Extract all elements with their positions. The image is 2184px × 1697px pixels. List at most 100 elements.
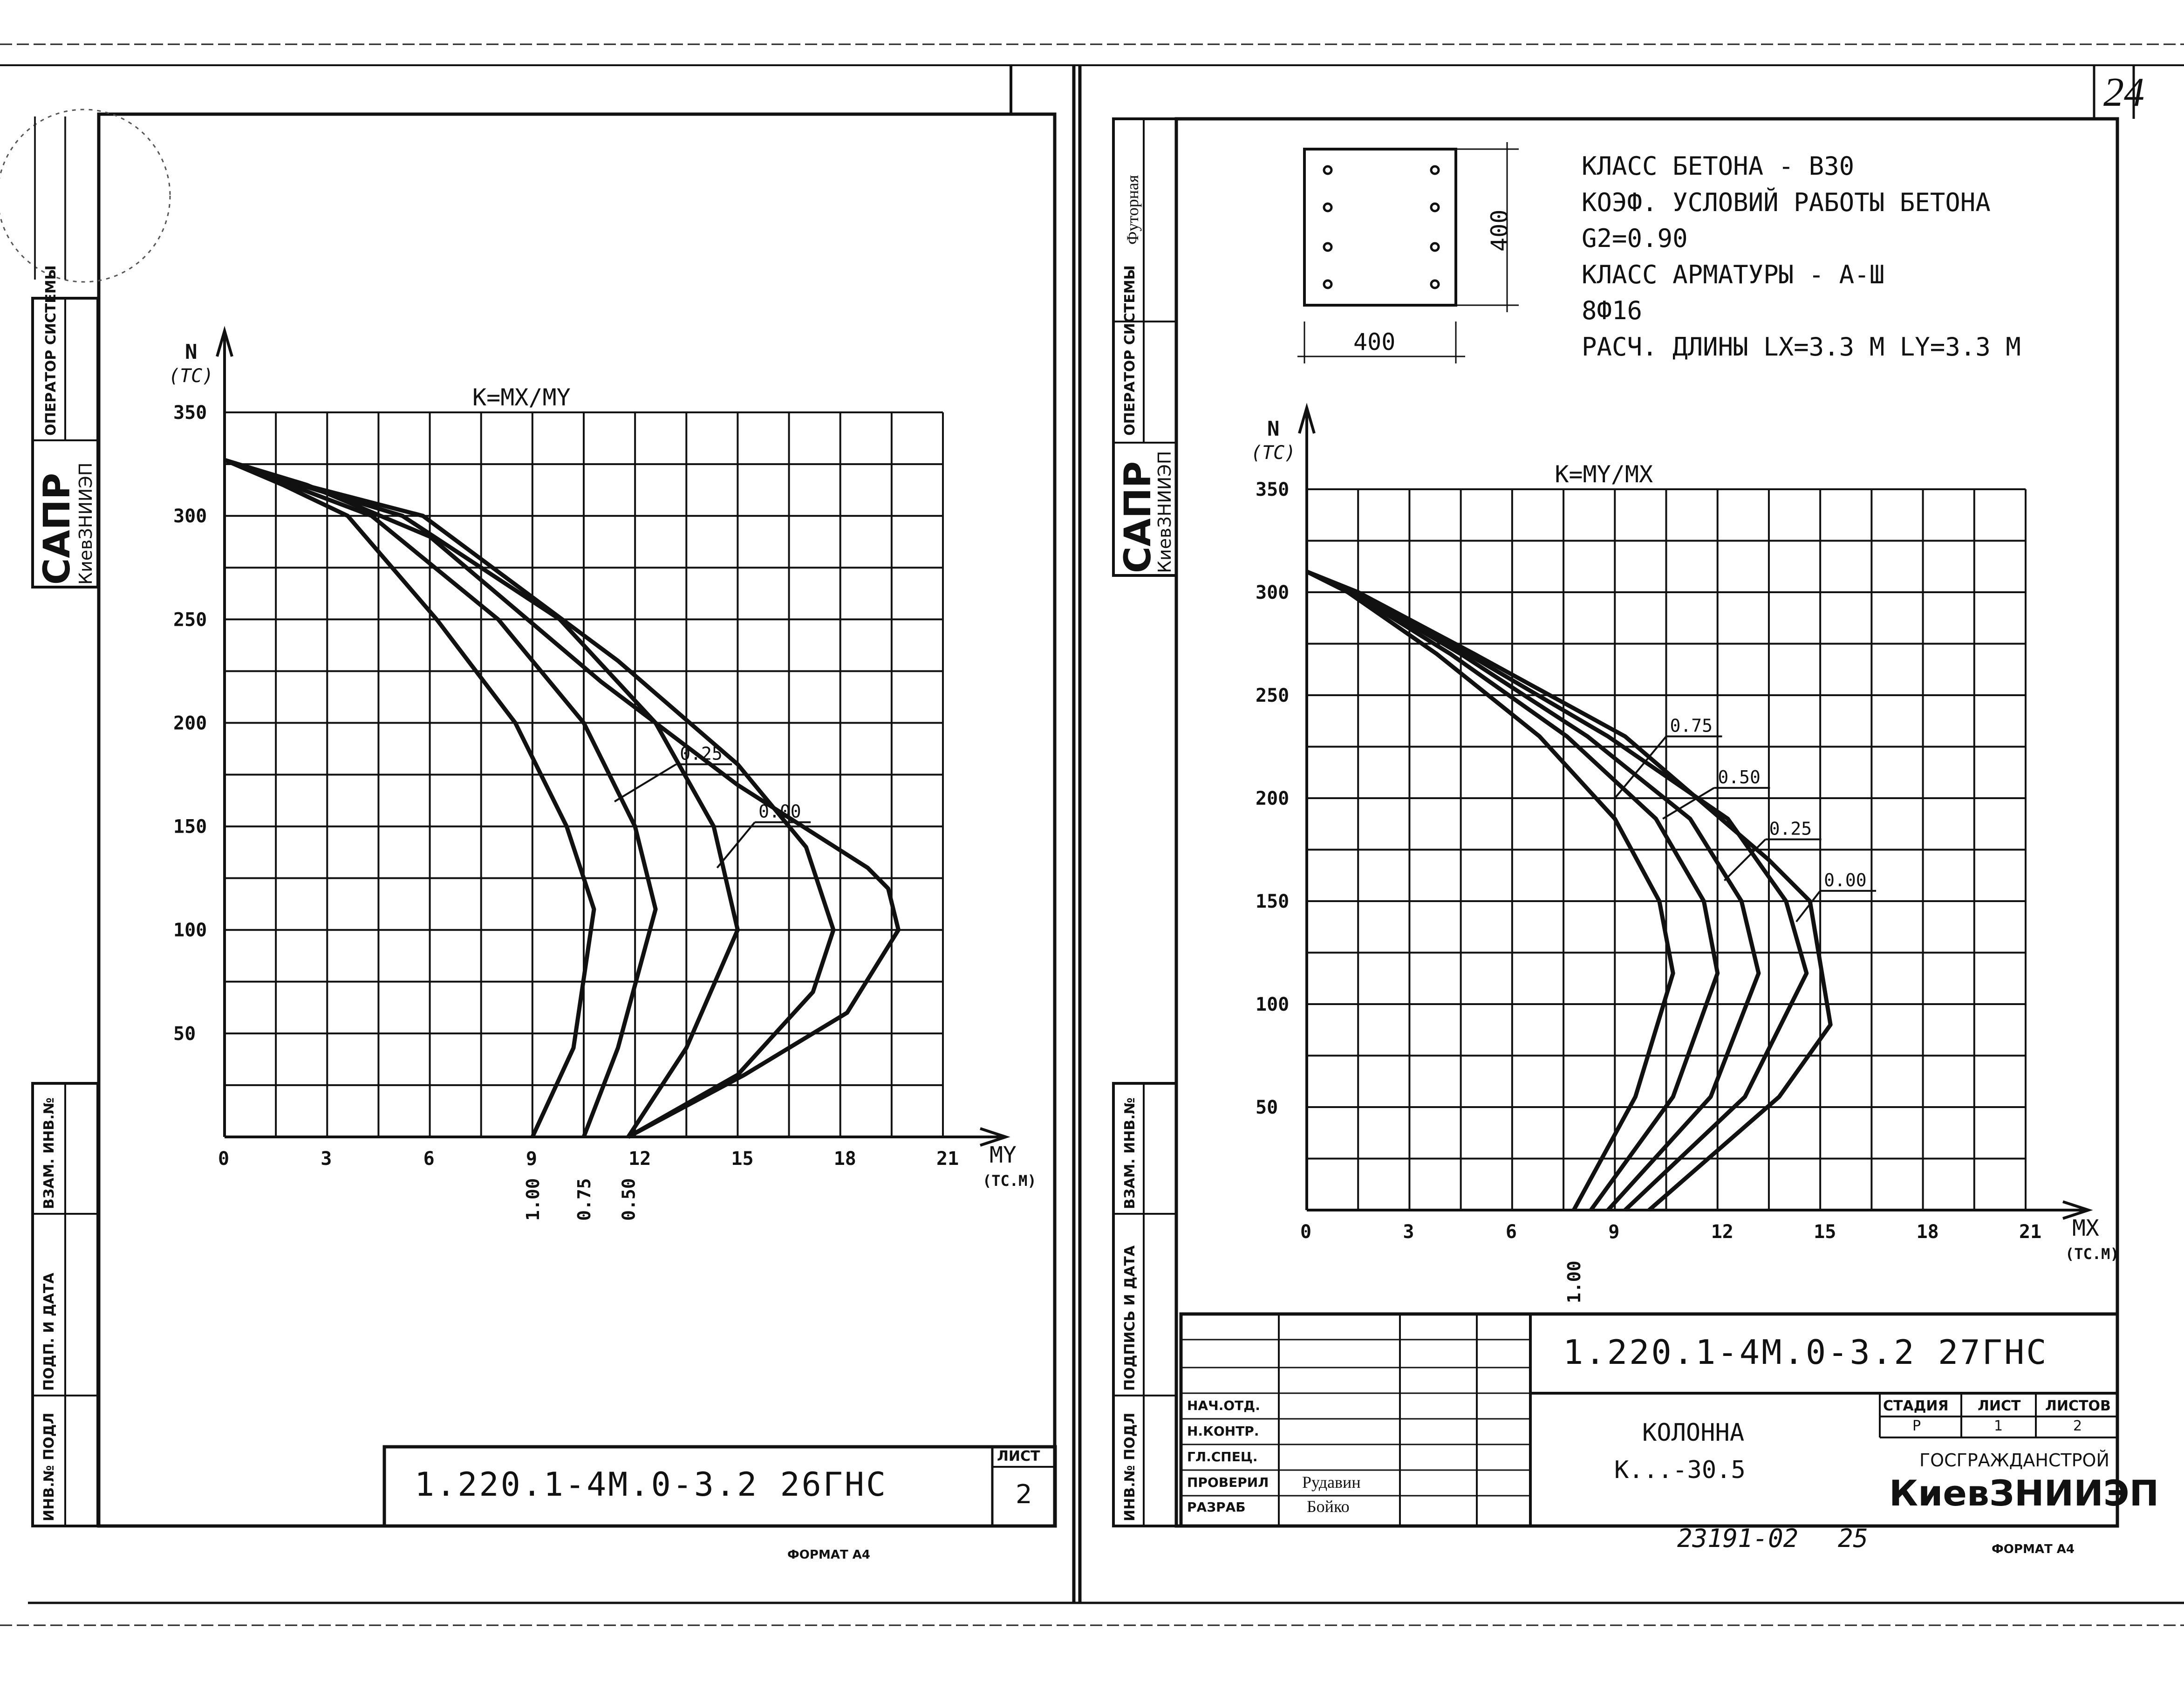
x-tick-label: 6 [1506,1221,1517,1243]
stamp-org-left: КиевЗНИИЭП [75,462,96,585]
annotation-leader [1723,838,1766,882]
archive-page: 25 [1838,1524,1869,1553]
x-tick-label: 3 [1403,1221,1414,1243]
spec-line-3: G2=0.90 [1582,224,1688,253]
y-axis-label: N [185,340,198,364]
series-line-0-25 [1306,569,1809,1212]
side-futornaya: Футорная [1123,175,1142,245]
tb-row-4: ПРОВЕРИЛ [1187,1475,1269,1490]
annotation-leader [1614,736,1667,799]
tb-row-5: РАЗРАБ [1187,1499,1246,1515]
x-tick-label: 18 [1917,1221,1939,1243]
tb-sheets-value: 2 [2073,1418,2082,1434]
series-line-1-00 [1305,569,1675,1211]
list-value-left: 2 [1016,1479,1032,1510]
section-width: 400 [1353,328,1396,356]
tb-name-author: Бойко [1307,1497,1350,1516]
annotation-label: 0.75 [1670,715,1713,736]
series-axis-label: 0.50 [618,1178,639,1221]
spec-line-1: КЛАСС БЕТОНА - В30 [1582,151,1855,181]
y-tick-label: 100 [173,920,207,941]
tb-sheet-value: 1 [1994,1418,2003,1434]
stamp-sapr-left: САПР [36,472,78,585]
side-operator-left: ОПЕРАТОР СИСТЕМЫ [43,265,59,436]
x-tick-label: 12 [628,1148,651,1170]
side-operator-right: ОПЕРАТОР СИСТЕМЫ [1122,265,1138,436]
y-axis-arrow [1298,403,1316,434]
series-line-0-75 [224,458,658,1138]
x-tick-label: 12 [1711,1221,1734,1243]
y-tick-label: 250 [173,609,207,630]
stamp-org-right: КиевЗНИИЭП [1154,451,1175,573]
doc-code-left: 1.220.1-4М.0-3.2 26ГНС [415,1465,888,1504]
y-axis-unit: (TC) [1251,442,1296,464]
y-axis-label: N [1267,417,1280,441]
spec-line-5: 8Ф16 [1582,296,1643,325]
doc-code-right: 1.220.1-4М.0-3.2 27ГНС [1563,1333,2048,1372]
y-tick-label: 150 [1256,891,1289,912]
x-axis-unit: (TC.M) [983,1172,1037,1190]
chart-title: K=MY/MX [1555,461,1653,488]
series-line-0-75 [1306,569,1720,1211]
spec-line-4: КЛАСС АРМАТУРЫ - А-Ш [1582,260,1885,289]
x-axis-arrow [980,1127,1010,1147]
page-number: 24 [2103,70,2144,115]
tb-sheet-label: ЛИСТ [1978,1398,2021,1414]
y-tick-label: 50 [173,1023,196,1045]
annotation-leader [614,763,677,802]
annotation-leader [1795,890,1821,923]
section-height: 400 [1486,209,1513,252]
x-tick-label: 6 [423,1148,435,1170]
annotation-label: 0.00 [1824,870,1867,890]
tb-item-name: КОЛОННА [1642,1419,1745,1447]
annotation-label: 0.25 [680,743,723,764]
side-inv-podl-left: ИНВ.№ ПОДЛ [41,1412,57,1521]
side-podpis-right: ПОДПИСЬ И ДАТА [1122,1245,1138,1391]
x-tick-label: 15 [1814,1221,1836,1243]
x-axis-arrow [2062,1200,2093,1220]
side-inv-vzam-left: ВЗАМ. ИНВ.№ [41,1097,57,1209]
y-axis-arrow [216,326,233,357]
tb-row-3: ГЛ.СПЕЦ. [1187,1449,1258,1464]
y-axis-unit: (TC) [169,365,213,387]
x-axis-label: MX [2072,1215,2099,1241]
x-tick-label: 18 [834,1148,856,1170]
x-tick-label: 21 [2019,1221,2041,1243]
series-line-0-50 [1306,569,1761,1212]
tb-row-1: НАЧ.ОТД. [1187,1398,1260,1413]
annotation-label: 0.50 [1718,767,1761,787]
annotation-leader [1662,787,1715,820]
chart-title: K=MX/MY [472,384,571,411]
spec-line-2: КОЭФ. УСЛОВИЙ РАБОТЫ БЕТОНА [1582,188,1991,217]
format-right: ФОРМАТ А4 [1992,1542,2075,1556]
side-vzam-right: ВЗАМ. ИНВ.№ [1122,1097,1138,1209]
tb-org2: КиевЗНИИЭП [1889,1472,2159,1514]
spec-line-6: РАСЧ. ДЛИНЫ LX=3.3 М LY=3.3 М [1582,332,2021,362]
tb-row-2: Н.КОНТР. [1187,1423,1259,1439]
x-tick-label: 0 [218,1148,229,1170]
x-tick-label: 3 [321,1148,332,1170]
y-tick-label: 250 [1256,685,1289,706]
x-tick-label: 21 [936,1148,959,1170]
series-line-1-00 [224,458,596,1138]
y-tick-label: 50 [1256,1097,1278,1118]
y-tick-label: 150 [173,816,207,838]
list-label-left: ЛИСТ [997,1448,1040,1464]
format-left: ФОРМАТ А4 [787,1548,870,1562]
side-inv-podl-right: ИНВ.№ ПОДЛ [1122,1412,1138,1521]
tb-name-checker: Рудавин [1302,1473,1361,1492]
annotation-label: 0.25 [1769,818,1812,839]
tb-sheets-label: ЛИСТОВ [2045,1398,2111,1414]
y-tick-label: 300 [173,506,207,527]
series-line-0-00 [1306,569,1833,1212]
side-podp-left: ПОДП. И ДАТА [41,1273,57,1391]
x-tick-label: 9 [1608,1221,1619,1243]
x-axis-unit: (TC.M) [2065,1245,2119,1263]
stamp-sapr-right: САПР [1117,461,1159,573]
series-axis-label: 0.75 [574,1178,594,1221]
y-tick-label: 200 [1256,788,1289,809]
y-tick-label: 200 [173,712,207,734]
annotation-label: 0.00 [758,801,801,822]
